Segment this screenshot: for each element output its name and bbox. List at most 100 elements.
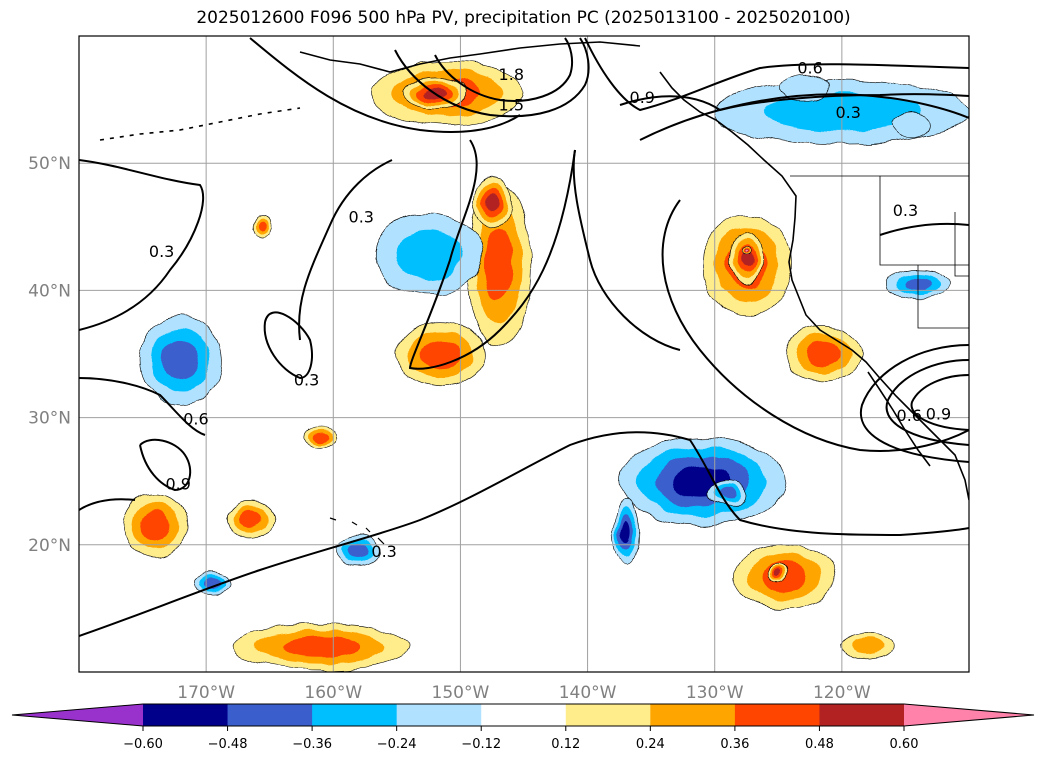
colorbar-tick-label: 0.36	[720, 737, 749, 752]
y-tick-label: 30°N	[28, 409, 71, 429]
pv-contour-0.3-central	[408, 139, 576, 370]
contour-label: 0.9	[926, 405, 951, 424]
contour-labels: 1.81.50.60.90.30.30.30.30.30.60.90.30.6 0…	[149, 59, 951, 561]
contour-label: 0.3	[349, 207, 374, 226]
colorbar-segment	[819, 704, 905, 726]
precip-region	[777, 73, 830, 100]
pv-contour-0.3-ridge	[661, 199, 969, 452]
colorbar-tick-label: −0.36	[292, 737, 332, 752]
precip-shade-level	[484, 228, 513, 302]
contour-label: 0.3	[149, 242, 174, 261]
colorbar-segment	[227, 704, 313, 726]
pv-contours	[79, 37, 969, 637]
precip-shade-level	[621, 521, 631, 544]
precip-region	[472, 175, 512, 228]
plot-frame	[78, 35, 970, 673]
precip-shade-level	[741, 249, 752, 268]
pv-contour-0.3-south	[79, 431, 969, 637]
x-tick-label: 130°W	[686, 683, 744, 703]
contour-label: 1.5	[499, 96, 524, 115]
precip-shading	[123, 61, 969, 670]
colorbar-tick-label: 0.12	[551, 737, 580, 752]
precip-region	[892, 112, 932, 139]
pv-contour-0.3-east	[879, 222, 969, 236]
contour-label: 0.6	[897, 406, 922, 425]
contour-label: 0.3	[893, 201, 918, 220]
colorbar-segment	[143, 704, 229, 726]
coastline-north-america	[659, 71, 969, 501]
colorbar-tick-label: −0.24	[377, 737, 417, 752]
contour-label: 0.3	[294, 370, 319, 389]
precip-region	[730, 232, 763, 285]
x-tick-label: 150°W	[432, 683, 490, 703]
colorbar-tick-label: 0.24	[636, 737, 665, 752]
x-axis-ticks: 170°W 160°W 150°W 140°W 130°W 120°W	[177, 683, 871, 703]
precip-shade-level	[141, 511, 170, 540]
precip-region	[767, 564, 789, 581]
pv-contour-0.6-north	[249, 37, 969, 133]
colorbar: −0.60 −0.48 −0.36 −0.24 −0.12 0.12 0.24 0.36 0.4…	[11, 703, 1035, 752]
x-tick-label: 160°W	[304, 683, 362, 703]
pv-contour-1.5	[394, 37, 590, 118]
colorbar-segment	[396, 704, 482, 726]
precip-shade-level	[395, 229, 462, 280]
y-tick-label: 40°N	[28, 281, 71, 301]
precip-region	[742, 245, 751, 254]
x-tick-label: 140°W	[559, 683, 617, 703]
precip-region	[841, 633, 894, 660]
x-tick-label: 170°W	[177, 683, 235, 703]
colorbar-tick-label: −0.60	[123, 737, 163, 752]
colorbar-tick-label: 0.60	[890, 737, 919, 752]
colorbar-extend-low	[12, 704, 143, 726]
precip-shade-level	[745, 248, 748, 251]
precip-shade-level	[258, 221, 268, 233]
coastlines	[99, 41, 969, 545]
precip-region	[305, 426, 337, 448]
colorbar-segment	[650, 704, 736, 726]
hawaii-islands	[329, 517, 385, 545]
pv-contour-0.3-southwest	[79, 498, 136, 511]
colorbar-segment	[734, 704, 820, 726]
precip-shade-level	[774, 570, 782, 576]
precip-shade-level	[348, 544, 369, 558]
precip-region	[612, 499, 639, 565]
precip-shade-level	[240, 510, 261, 528]
precip-shade-level	[851, 638, 883, 655]
precip-shade-level	[421, 339, 462, 369]
precip-region	[784, 325, 862, 383]
precip-region	[252, 213, 274, 240]
precip-shade-level	[805, 341, 840, 367]
contour-label: 0.6	[797, 59, 822, 78]
y-axis-ticks: 20°N 30°N 40°N 50°N	[28, 154, 71, 556]
contour-label: 1.8	[499, 65, 524, 84]
colorbar-extend-high	[904, 704, 1034, 726]
contour-label: 0.3	[371, 542, 396, 561]
y-tick-label: 50°N	[28, 154, 71, 174]
precip-shade-level	[162, 340, 199, 381]
pv-contour-southeast-rings	[859, 344, 969, 463]
precip-shade-level	[485, 192, 499, 211]
us-border	[790, 175, 969, 329]
precip-shade-level	[313, 432, 328, 442]
contour-label: 0.9	[630, 88, 655, 107]
contour-label: 0.9	[165, 475, 190, 494]
colorbar-tick-label: −0.48	[208, 737, 248, 752]
contour-label: 0.3	[835, 103, 860, 122]
precip-region	[396, 321, 487, 387]
precip-region	[619, 436, 785, 527]
colorbar-tick-label: 0.48	[805, 737, 834, 752]
coastline-aleutians	[99, 107, 301, 141]
precip-region	[374, 213, 483, 296]
colorbar-segment	[312, 704, 398, 726]
pv-contour-0.9-southwest	[139, 438, 192, 492]
pv-contour-0.9-north	[619, 93, 969, 112]
precip-shade-level	[892, 112, 932, 139]
precip-region	[227, 499, 274, 539]
precip-shade-level	[777, 73, 830, 100]
precip-region	[139, 315, 222, 406]
colorbar-segment	[481, 704, 567, 726]
colorbar-tick-label: −0.12	[461, 737, 501, 752]
chart-title: 2025012600 F096 500 hPa PV, precipitatio…	[196, 8, 851, 28]
gridlines	[79, 36, 969, 672]
